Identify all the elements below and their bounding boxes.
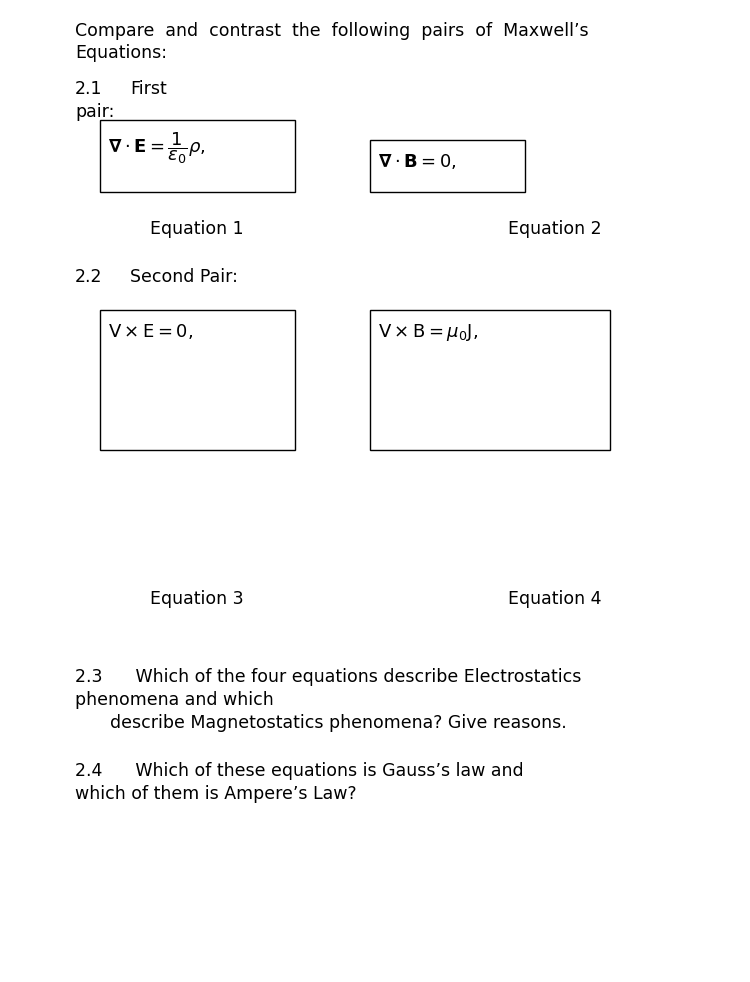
Bar bbox=[100, 310, 295, 450]
Text: 2.4      Which of these equations is Gauss’s law and: 2.4 Which of these equations is Gauss’s … bbox=[75, 762, 524, 780]
Text: Equation 3: Equation 3 bbox=[150, 590, 244, 608]
Text: First: First bbox=[130, 80, 166, 98]
Bar bbox=[370, 310, 610, 450]
Text: $\mathrm{V} \times \mathrm{E} = 0,$: $\mathrm{V} \times \mathrm{E} = 0,$ bbox=[108, 322, 194, 341]
Text: $\mathrm{V} \times \mathrm{B} = \mu_0\mathrm{J},$: $\mathrm{V} \times \mathrm{B} = \mu_0\ma… bbox=[378, 322, 478, 343]
Text: Equation 1: Equation 1 bbox=[150, 220, 244, 238]
Text: 2.3      Which of the four equations describe Electrostatics: 2.3 Which of the four equations describe… bbox=[75, 668, 581, 686]
Text: Equation 2: Equation 2 bbox=[509, 220, 602, 238]
Text: Equation 4: Equation 4 bbox=[509, 590, 602, 608]
Text: describe Magnetostatics phenomena? Give reasons.: describe Magnetostatics phenomena? Give … bbox=[110, 714, 567, 732]
Text: Compare  and  contrast  the  following  pairs  of  Maxwell’s: Compare and contrast the following pairs… bbox=[75, 22, 589, 40]
Text: pair:: pair: bbox=[75, 103, 114, 121]
Text: 2.2: 2.2 bbox=[75, 268, 103, 286]
Text: Second Pair:: Second Pair: bbox=[130, 268, 238, 286]
Bar bbox=[370, 140, 525, 192]
Text: $\mathbf{\nabla} \cdot \mathbf{E} = \dfrac{1}{\epsilon_0}\rho,$: $\mathbf{\nabla} \cdot \mathbf{E} = \dfr… bbox=[108, 130, 206, 166]
Text: which of them is Ampere’s Law?: which of them is Ampere’s Law? bbox=[75, 785, 357, 803]
Text: 2.1: 2.1 bbox=[75, 80, 103, 98]
Bar bbox=[100, 120, 295, 192]
Text: Equations:: Equations: bbox=[75, 44, 167, 62]
Text: $\mathbf{\nabla} \cdot \mathbf{B} = 0,$: $\mathbf{\nabla} \cdot \mathbf{B} = 0,$ bbox=[378, 152, 457, 171]
Text: phenomena and which: phenomena and which bbox=[75, 691, 274, 709]
